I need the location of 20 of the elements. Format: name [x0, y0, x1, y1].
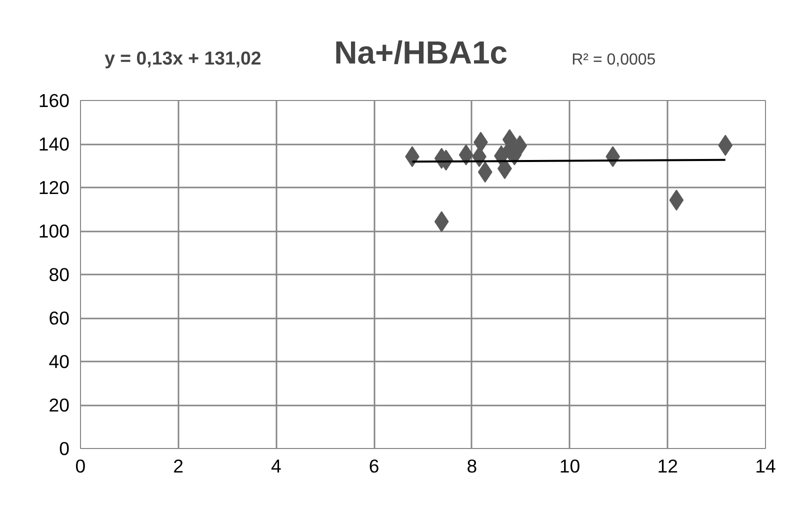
chart-title: Na+/HBA1c [334, 34, 508, 70]
y-tick-label: 80 [48, 264, 70, 285]
y-tick-label: 0 [59, 438, 70, 459]
y-tick-label: 40 [48, 351, 70, 372]
y-tick-label: 60 [48, 308, 70, 328]
y-tick-label: 120 [38, 177, 70, 198]
x-tick-label: 6 [368, 456, 380, 476]
x-tick-label: 12 [657, 456, 678, 476]
text: y = 0,13x + 131,02 [104, 48, 262, 68]
text: R² = 0,0005 [572, 52, 656, 68]
x-tick-label: 10 [559, 456, 580, 476]
x-tick-label: 14 [755, 456, 776, 476]
x-tick-label: 8 [466, 456, 478, 476]
x-tick-label: 2 [173, 456, 184, 476]
y-tick-label: 140 [38, 134, 70, 154]
y-tick-label: 20 [48, 394, 70, 416]
y-tick-label: 160 [38, 90, 70, 111]
y-tick-label: 100 [38, 220, 70, 242]
x-tick-label: 4 [271, 456, 282, 476]
x-tick-label: 0 [75, 456, 86, 476]
